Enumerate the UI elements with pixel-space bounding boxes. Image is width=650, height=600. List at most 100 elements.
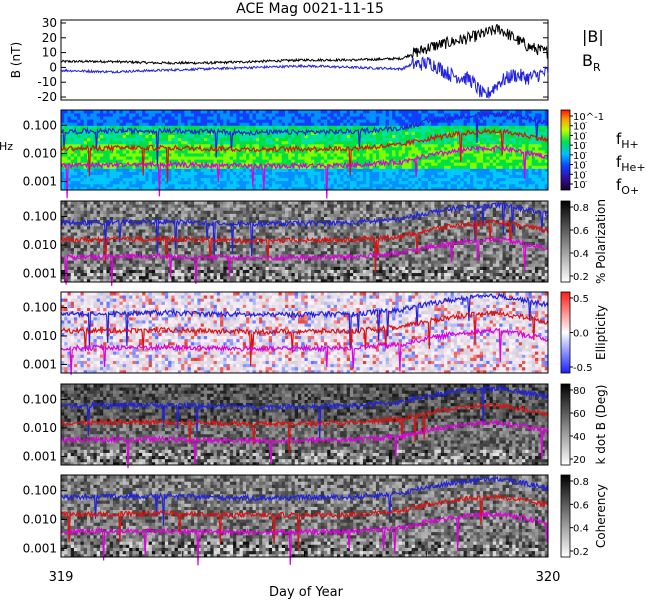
- heatmap-cell: [453, 162, 458, 166]
- heatmap-cell: [161, 266, 166, 270]
- heatmap-cell: [80, 180, 85, 185]
- heatmap-cell: [379, 137, 383, 142]
- heatmap-cell: [171, 201, 176, 205]
- heatmap-cell: [73, 174, 78, 179]
- heatmap-cell: [304, 156, 309, 160]
- heatmap-cell: [353, 150, 357, 154]
- heatmap-cell: [174, 119, 179, 123]
- heatmap-cell: [323, 150, 328, 154]
- heatmap-cell: [522, 146, 526, 151]
- heatmap-cell: [93, 201, 98, 205]
- heatmap-cell: [522, 143, 526, 148]
- heatmap-cell: [470, 159, 474, 163]
- heatmap-cell: [314, 162, 318, 166]
- heatmap-cell: [125, 229, 130, 233]
- heatmap-cell: [310, 186, 315, 191]
- heatmap-cell: [83, 207, 88, 211]
- heatmap-cell: [268, 140, 273, 145]
- heatmap-cell: [307, 165, 312, 169]
- heatmap-cell: [64, 137, 68, 142]
- heatmap-cell: [259, 150, 263, 154]
- heatmap-cell: [223, 186, 227, 191]
- heatmap-cell: [294, 134, 299, 139]
- heatmap-cell: [132, 207, 137, 211]
- heatmap-cell: [457, 125, 461, 129]
- heatmap-cell: [213, 122, 218, 126]
- heatmap-cell: [349, 119, 354, 123]
- heatmap-cell: [151, 183, 156, 188]
- heatmap-cell: [431, 122, 435, 126]
- heatmap-cell: [330, 150, 335, 154]
- heatmap-cell: [369, 153, 374, 157]
- heatmap-cell: [99, 225, 104, 230]
- series-line-b-magnitude: [60, 23, 549, 65]
- heatmap-cell: [174, 216, 179, 221]
- heatmap-cell: [168, 134, 172, 139]
- heatmap-cell: [73, 204, 78, 208]
- heatmap-cell: [168, 125, 172, 129]
- heatmap-cell: [291, 140, 296, 145]
- heatmap-cell: [538, 134, 542, 139]
- heatmap-cell: [388, 150, 393, 154]
- heatmap-cell: [281, 131, 286, 136]
- heatmap-cell: [129, 180, 133, 185]
- heatmap-cell: [184, 232, 189, 236]
- heatmap-cell: [168, 177, 172, 182]
- heatmap-cell: [343, 159, 348, 163]
- heatmap-cell: [122, 225, 127, 230]
- heatmap-cell: [171, 168, 176, 172]
- heatmap-cell: [294, 119, 299, 123]
- heatmap-cell: [103, 113, 107, 117]
- heatmap-cell: [64, 210, 68, 214]
- heatmap-cell: [119, 272, 124, 277]
- heatmap-cell: [103, 165, 107, 169]
- heatmap-cell: [93, 140, 98, 145]
- heatmap-cell: [132, 213, 137, 217]
- heatmap-cell: [168, 122, 172, 126]
- heatmap-cell: [460, 165, 464, 169]
- heatmap-cell: [466, 156, 471, 160]
- heatmap-cell: [298, 183, 302, 188]
- heatmap-cell: [398, 171, 403, 176]
- heatmap-cell: [444, 171, 448, 176]
- heatmap-cell: [541, 159, 546, 163]
- heatmap-cell: [447, 156, 451, 160]
- heatmap-cell: [200, 119, 205, 123]
- heatmap-cell: [135, 278, 140, 283]
- heatmap-cell: [61, 278, 65, 283]
- heatmap-cell: [531, 162, 536, 166]
- heatmap-cell: [168, 159, 172, 163]
- heatmap-cell: [112, 116, 117, 120]
- heatmap-cell: [158, 150, 163, 154]
- heatmap-cell: [190, 177, 195, 182]
- heatmap-cell: [382, 159, 387, 163]
- heatmap-cell: [531, 150, 536, 154]
- heatmap-cell: [401, 162, 406, 166]
- heatmap-cell: [479, 150, 484, 154]
- heatmap-cell: [129, 140, 133, 145]
- heatmap-cell: [70, 183, 75, 188]
- heatmap-cell: [356, 146, 361, 151]
- heatmap-cell: [492, 177, 497, 182]
- heatmap-cell: [385, 183, 390, 188]
- heatmap-cell: [340, 137, 344, 142]
- heatmap-cell: [349, 153, 354, 157]
- heatmap-cell: [142, 128, 146, 132]
- heatmap-cell: [346, 165, 351, 169]
- heatmap-cell: [184, 204, 189, 208]
- heatmap-cell: [505, 116, 510, 120]
- heatmap-cell: [242, 122, 247, 126]
- heatmap-cell: [106, 232, 111, 236]
- heatmap-cell: [70, 180, 75, 185]
- heatmap-cell: [249, 122, 253, 126]
- heatmap-cell: [473, 137, 477, 142]
- heatmap-cell: [424, 131, 429, 136]
- heatmap-cell: [275, 177, 279, 182]
- heatmap-cell: [177, 210, 182, 214]
- heatmap-cell: [489, 131, 494, 136]
- heatmap-cell: [463, 119, 468, 123]
- heatmap-cell: [333, 165, 338, 169]
- heatmap-cell: [349, 146, 354, 151]
- heatmap-cell: [356, 116, 361, 120]
- heatmap-cell: [437, 125, 442, 129]
